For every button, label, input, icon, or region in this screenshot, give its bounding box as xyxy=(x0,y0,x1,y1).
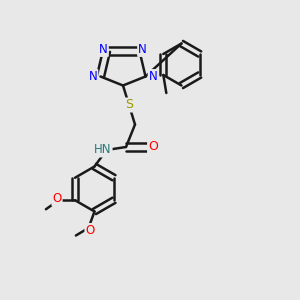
Text: N: N xyxy=(88,70,98,83)
Text: N: N xyxy=(99,43,108,56)
Text: O: O xyxy=(52,192,62,205)
Text: S: S xyxy=(125,98,133,112)
Text: O: O xyxy=(85,224,94,237)
Text: N: N xyxy=(148,70,158,83)
Text: N: N xyxy=(138,43,147,56)
Text: HN: HN xyxy=(94,143,112,157)
Text: O: O xyxy=(148,140,158,154)
